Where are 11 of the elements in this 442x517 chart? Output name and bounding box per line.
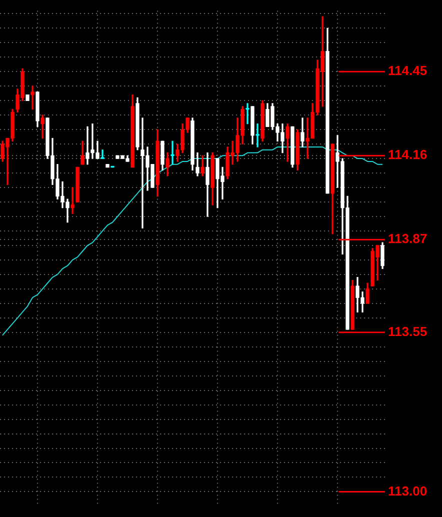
candlestick <box>30 86 34 110</box>
y-tick-label: 114.16 <box>388 147 428 162</box>
candlestick <box>246 103 250 124</box>
y-tick-label: 113.00 <box>388 483 428 498</box>
candlestick <box>100 150 104 159</box>
y-tick-label: 113.87 <box>388 231 428 246</box>
y-tick-label: 113.55 <box>388 324 428 339</box>
y-tick-label: 114.45 <box>388 63 428 78</box>
candlestick <box>256 123 260 148</box>
candlestick <box>70 187 74 214</box>
candlestick <box>170 140 174 165</box>
